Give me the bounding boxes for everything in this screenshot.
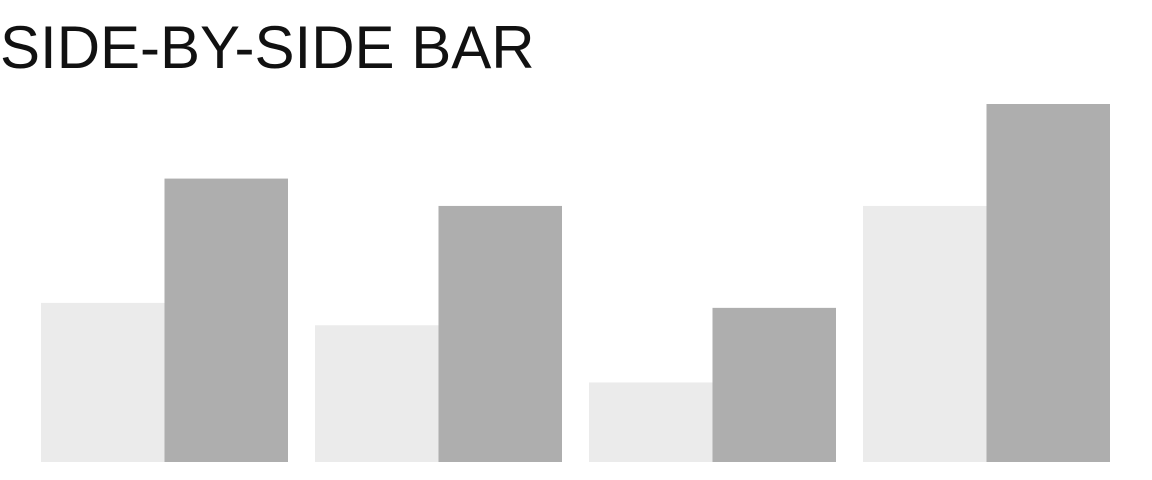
bar-group-2 (315, 205, 562, 463)
bar-series2-group3 (712, 307, 836, 462)
bar-group-4 (863, 104, 1110, 463)
bar-group-3 (589, 307, 836, 462)
chart-title: SIDE-BY-SIDE BAR (0, 14, 535, 81)
bar-series2-group4 (986, 104, 1110, 462)
bar-series2-group2 (438, 205, 562, 463)
bar-series2-group1 (164, 178, 288, 463)
bar-group-1 (41, 178, 288, 463)
bar-series1-group4 (863, 205, 987, 463)
bar-series1-group2 (315, 325, 439, 462)
bar-series1-group1 (41, 302, 165, 462)
bar-series1-group3 (589, 382, 713, 462)
